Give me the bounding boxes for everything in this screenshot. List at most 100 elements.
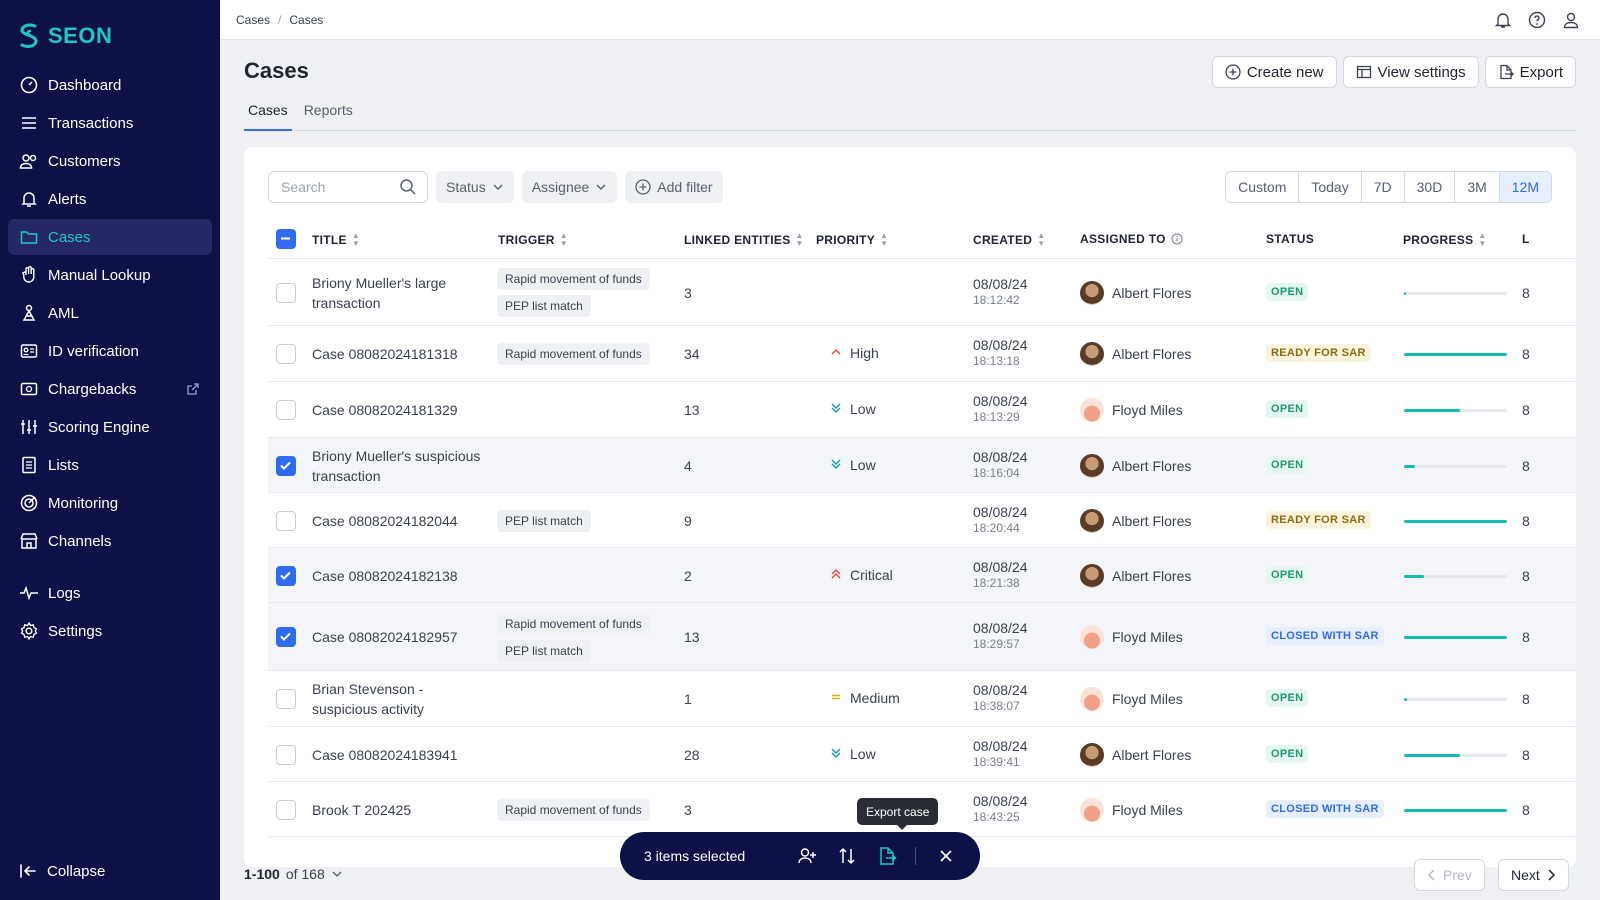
table-row[interactable]: Case 08082024182044 PEP list match 9 08/08/… bbox=[268, 493, 1576, 548]
sidebar-item-chargebacks[interactable]: Chargebacks bbox=[8, 371, 212, 407]
column-assigned-to[interactable]: ASSIGNED TO bbox=[1080, 232, 1183, 246]
assignee[interactable]: Floyd Miles bbox=[1080, 797, 1183, 822]
assignee[interactable]: Albert Flores bbox=[1080, 342, 1191, 366]
range-custom[interactable]: Custom bbox=[1238, 179, 1287, 195]
sidebar-item-settings[interactable]: Settings bbox=[8, 613, 212, 649]
column-truncated[interactable]: L bbox=[1522, 232, 1530, 246]
sidebar-item-logs[interactable]: Logs bbox=[8, 575, 212, 611]
add-filter-button[interactable]: Add filter bbox=[625, 171, 723, 203]
table-row[interactable]: Case 08082024181318 Rapid movement of fun… bbox=[268, 326, 1576, 382]
info-icon[interactable] bbox=[1171, 233, 1183, 245]
sidebar-item-lists[interactable]: Lists bbox=[8, 447, 212, 483]
table-row[interactable]: Brian Stevenson - suspicious activity 1 Me… bbox=[268, 671, 1576, 727]
table-row[interactable]: Case 08082024182957 Rapid movement of fun… bbox=[268, 603, 1576, 671]
case-title[interactable]: Case 08082024182138 bbox=[312, 567, 458, 584]
table-row[interactable]: Case 08082024181329 13 Low 08/08/24 18:13:29… bbox=[268, 382, 1576, 438]
sidebar-item-id-verification[interactable]: ID verification bbox=[8, 333, 212, 369]
sidebar-item-label: Lists bbox=[48, 456, 79, 474]
sidebar-item-cases[interactable]: Cases bbox=[8, 219, 212, 255]
change-status-icon[interactable] bbox=[837, 846, 857, 866]
assignee[interactable]: Albert Flores bbox=[1080, 742, 1191, 767]
column-linked-entities[interactable]: LINKED ENTITIES ▲ ▼ bbox=[684, 232, 804, 248]
case-title[interactable]: Case 08082024182044 bbox=[312, 512, 458, 529]
chevron-left-icon bbox=[1427, 869, 1435, 881]
table-row[interactable]: Case 08082024182138 2 Critical 08/08/24 18:2… bbox=[268, 548, 1576, 603]
case-title[interactable]: Brian Stevenson - suspicious activity bbox=[312, 681, 425, 717]
assignee[interactable]: Albert Flores bbox=[1080, 453, 1191, 478]
assignee[interactable]: Albert Flores bbox=[1080, 280, 1191, 305]
status-filter[interactable]: Status bbox=[436, 171, 514, 203]
pagination-range[interactable]: 1-100 of 168 bbox=[244, 866, 343, 882]
assignee[interactable]: Albert Flores bbox=[1080, 508, 1191, 533]
case-title[interactable]: Case 08082024182957 bbox=[312, 629, 458, 645]
row-checkbox[interactable] bbox=[276, 282, 296, 303]
assignee-filter[interactable]: Assignee bbox=[521, 171, 618, 203]
logo-text: SEON bbox=[48, 23, 113, 48]
column-priority[interactable]: PRIORITY ▲ ▼ bbox=[816, 232, 888, 248]
row-checkbox[interactable] bbox=[276, 344, 296, 364]
row-checkbox[interactable] bbox=[276, 744, 296, 765]
table-row[interactable]: Briony Mueller's large transaction Rapid … bbox=[268, 259, 1576, 326]
table-row[interactable]: Briony Mueller's suspicious transaction 4… bbox=[268, 438, 1576, 493]
progress-fill bbox=[1404, 808, 1507, 812]
create-new-button[interactable]: Create new bbox=[1211, 56, 1337, 88]
assignee[interactable]: Floyd Miles bbox=[1080, 687, 1183, 711]
status-badge: OPEN bbox=[1266, 400, 1309, 418]
next-page-button[interactable]: Next bbox=[1498, 859, 1569, 891]
close-icon[interactable] bbox=[936, 846, 956, 866]
help-icon[interactable] bbox=[1528, 11, 1546, 29]
case-title[interactable]: Case 08082024181329 bbox=[312, 402, 458, 418]
column-trigger[interactable]: TRIGGER ▲ ▼ bbox=[498, 232, 568, 248]
range-7d[interactable]: 7D bbox=[1360, 172, 1404, 202]
table-row[interactable]: Case 08082024183941 28 Low 08/08/24 18:39:41… bbox=[268, 727, 1576, 782]
sidebar-item-transactions[interactable]: Transactions bbox=[8, 105, 212, 141]
collapse-button[interactable]: Collapse bbox=[19, 862, 105, 880]
assignee[interactable]: Floyd Miles bbox=[1080, 398, 1183, 422]
view-settings-button[interactable]: View settings bbox=[1342, 56, 1479, 88]
prev-page-button[interactable]: Prev bbox=[1414, 859, 1485, 891]
case-title[interactable]: Case 08082024181318 bbox=[312, 346, 458, 362]
case-title[interactable]: Briony Mueller's large transaction bbox=[312, 274, 447, 311]
sidebar-item-customers[interactable]: Customers bbox=[8, 143, 212, 179]
tab-cases[interactable]: Cases bbox=[244, 100, 292, 131]
column-title[interactable]: TITLE ▲ ▼ bbox=[312, 232, 360, 248]
row-checkbox[interactable] bbox=[276, 565, 296, 586]
export-case-icon[interactable] bbox=[877, 846, 897, 866]
user-profile-icon[interactable] bbox=[1562, 11, 1580, 29]
row-checkbox[interactable] bbox=[276, 689, 296, 709]
column-created[interactable]: CREATED ▲ ▼ bbox=[973, 232, 1045, 248]
sidebar-item-aml[interactable]: AML bbox=[8, 295, 212, 331]
notifications-bell-icon[interactable] bbox=[1494, 11, 1512, 29]
sidebar-item-dashboard[interactable]: Dashboard bbox=[8, 67, 212, 103]
range-today[interactable]: Today bbox=[1298, 172, 1360, 202]
breadcrumb-item[interactable]: Cases bbox=[289, 13, 324, 27]
select-all-checkbox[interactable] bbox=[276, 229, 296, 249]
assign-user-icon[interactable] bbox=[797, 846, 817, 866]
range-12m[interactable]: 12M bbox=[1498, 172, 1551, 202]
breadcrumb-item[interactable]: Cases bbox=[236, 13, 271, 27]
case-title[interactable]: Brook T 202425 bbox=[312, 801, 412, 818]
row-checkbox[interactable] bbox=[276, 799, 296, 820]
sidebar-item-scoring-engine[interactable]: Scoring Engine bbox=[8, 409, 212, 445]
seon-logo[interactable]: SEON bbox=[16, 22, 112, 50]
row-checkbox[interactable] bbox=[276, 400, 296, 420]
users-icon bbox=[19, 151, 39, 171]
search-input[interactable]: Search bbox=[268, 171, 428, 203]
range-3m[interactable]: 3M bbox=[1454, 172, 1498, 202]
column-progress[interactable]: PROGRESS ▲ ▼ bbox=[1403, 232, 1487, 248]
assignee[interactable]: Floyd Miles bbox=[1080, 625, 1183, 649]
case-title[interactable]: Case 08082024183941 bbox=[312, 746, 458, 763]
table-row[interactable]: Brook T 202425 Rapid movement of funds 3 08… bbox=[268, 782, 1576, 837]
export-button[interactable]: Export bbox=[1484, 56, 1576, 88]
row-checkbox[interactable] bbox=[276, 627, 296, 647]
sidebar-item-alerts[interactable]: Alerts bbox=[8, 181, 212, 217]
case-title[interactable]: Briony Mueller's suspicious transaction bbox=[312, 447, 481, 484]
row-checkbox[interactable] bbox=[276, 455, 296, 476]
sidebar-item-monitoring[interactable]: Monitoring bbox=[8, 485, 212, 521]
range-30d[interactable]: 30D bbox=[1403, 172, 1455, 202]
tab-reports[interactable]: Reports bbox=[303, 102, 353, 118]
sidebar-item-manual-lookup[interactable]: Manual Lookup bbox=[8, 257, 212, 293]
sidebar-item-channels[interactable]: Channels bbox=[8, 523, 212, 559]
row-checkbox[interactable] bbox=[276, 510, 296, 531]
assignee[interactable]: Albert Flores bbox=[1080, 563, 1191, 588]
